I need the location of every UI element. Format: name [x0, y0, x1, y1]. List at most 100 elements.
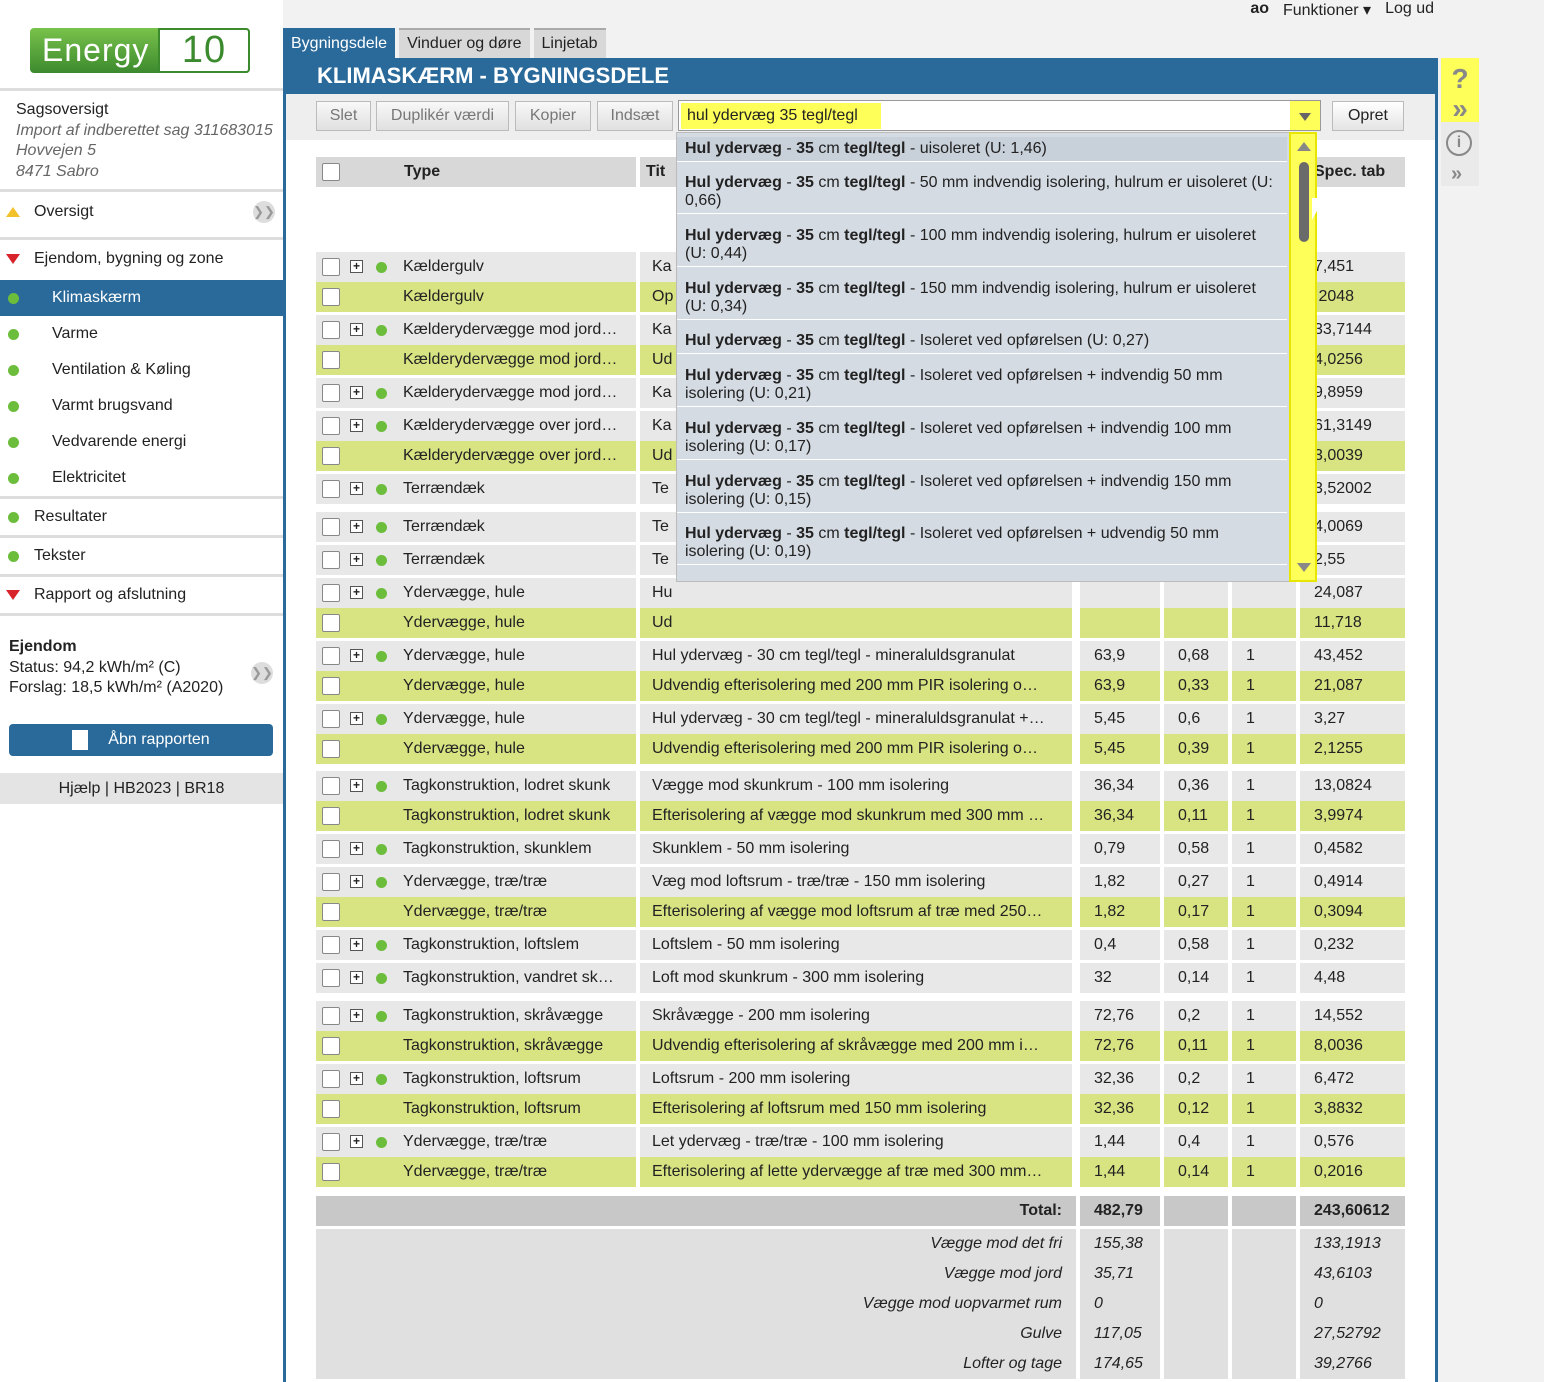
chevron-right-icon[interactable]: ❯❯: [253, 201, 275, 223]
row-checkbox[interactable]: [322, 480, 340, 498]
row-checkbox[interactable]: [322, 417, 340, 435]
table-row[interactable]: Ydervægge, hule Udvendig efterisolering m…: [316, 734, 1408, 764]
row-checkbox[interactable]: [322, 969, 340, 987]
dropdown-option[interactable]: Hul ydervæg - 35 cm tegl/tegl - 150 mm i…: [677, 277, 1287, 320]
dropdown-option[interactable]: Hul ydervæg - 35 cm tegl/tegl - 100 mm i…: [677, 224, 1287, 267]
copy-button[interactable]: Kopier: [515, 101, 591, 131]
row-checkbox[interactable]: [322, 1100, 340, 1118]
row-checkbox[interactable]: [322, 840, 340, 858]
chevron-right-icon[interactable]: »: [1451, 163, 1463, 185]
dropdown-option[interactable]: Hul ydervæg - 35 cm tegl/tegl - Isoleret…: [677, 417, 1287, 460]
expand-plus-icon[interactable]: +: [350, 586, 363, 599]
row-checkbox[interactable]: [322, 351, 340, 369]
functions-menu[interactable]: Funktioner ▾: [1282, 2, 1372, 19]
row-checkbox[interactable]: [322, 677, 340, 695]
case-info[interactable]: Sagsoversigt Import af indberettet sag 3…: [16, 100, 273, 182]
expand-plus-icon[interactable]: +: [350, 260, 363, 273]
select-all-checkbox[interactable]: [322, 163, 340, 181]
row-checkbox[interactable]: [322, 936, 340, 954]
row-checkbox[interactable]: [322, 518, 340, 536]
row-checkbox[interactable]: [322, 1070, 340, 1088]
row-checkbox[interactable]: [322, 807, 340, 825]
dropdown-option[interactable]: Hul ydervæg - 35 cm tegl/tegl - Isoleret…: [677, 522, 1287, 565]
expand-plus-icon[interactable]: +: [350, 419, 363, 432]
search-input[interactable]: hul ydervæg 35 tegl/tegl: [681, 103, 881, 129]
tab-windows-doors[interactable]: Vinduer og døre: [399, 28, 530, 58]
row-checkbox[interactable]: [322, 288, 340, 306]
create-button[interactable]: Opret: [1332, 101, 1404, 131]
table-row[interactable]: + Ydervægge, træ/træ Væg mod loftsrum - tr…: [316, 867, 1408, 897]
help-links[interactable]: Hjælp | HB2023 | BR18: [0, 773, 283, 804]
nav-hot-water[interactable]: Varmt brugsvand: [0, 388, 283, 424]
expand-plus-icon[interactable]: +: [350, 842, 363, 855]
expand-plus-icon[interactable]: +: [350, 520, 363, 533]
row-checkbox[interactable]: [322, 1163, 340, 1181]
expand-plus-icon[interactable]: +: [350, 779, 363, 792]
dropdown-option[interactable]: Hul ydervæg - 35 cm tegl/tegl - 50 mm in…: [677, 171, 1287, 214]
open-report-button[interactable]: Åbn rapporten: [9, 724, 273, 756]
expand-plus-icon[interactable]: +: [350, 938, 363, 951]
expand-plus-icon[interactable]: +: [350, 875, 363, 888]
expand-plus-icon[interactable]: +: [350, 482, 363, 495]
nav-climate-envelope[interactable]: Klimaskærm: [0, 280, 283, 316]
row-checkbox[interactable]: [322, 1007, 340, 1025]
dropdown-option[interactable]: Hul ydervæg - 35 cm tegl/tegl - Isoleret…: [677, 364, 1287, 407]
row-checkbox[interactable]: [322, 647, 340, 665]
nav-report[interactable]: Rapport og afslutning: [0, 577, 283, 613]
case-title[interactable]: Sagsoversigt: [16, 101, 109, 118]
table-row[interactable]: Ydervægge, træ/træ Efterisolering af lett…: [316, 1157, 1408, 1187]
expand-plus-icon[interactable]: +: [350, 323, 363, 336]
row-checkbox[interactable]: [322, 740, 340, 758]
table-row[interactable]: + Tagkonstruktion, lodret skunk Vægge mod …: [316, 771, 1408, 801]
scroll-thumb[interactable]: [1299, 162, 1309, 242]
tab-building-parts[interactable]: Bygningsdele: [283, 28, 396, 58]
table-row[interactable]: + Tagkonstruktion, skunklem Skunklem - 50 …: [316, 834, 1408, 864]
paste-button[interactable]: Indsæt: [597, 101, 673, 131]
nav-texts[interactable]: Tekster: [0, 538, 283, 574]
chevron-down-icon[interactable]: [1290, 101, 1320, 130]
row-checkbox[interactable]: [322, 447, 340, 465]
nav-property[interactable]: Ejendom, bygning og zone: [0, 241, 283, 277]
row-checkbox[interactable]: [322, 384, 340, 402]
table-row[interactable]: Tagkonstruktion, skråvægge Udvendig efter…: [316, 1031, 1408, 1061]
row-checkbox[interactable]: [322, 321, 340, 339]
info-icon[interactable]: i: [1446, 130, 1472, 156]
row-checkbox[interactable]: [322, 873, 340, 891]
nav-renewable[interactable]: Vedvarende energi: [0, 424, 283, 460]
tab-line-loss[interactable]: Linjetab: [533, 28, 606, 58]
table-row[interactable]: Ydervægge, hule Ud 11,718: [316, 608, 1408, 638]
duplicate-button[interactable]: Duplikér værdi: [376, 101, 509, 131]
construction-search-combobox[interactable]: hul ydervæg 35 tegl/tegl: [678, 100, 1321, 131]
chevron-right-icon[interactable]: ❯❯: [251, 662, 273, 684]
nav-heat[interactable]: Varme: [0, 316, 283, 352]
row-checkbox[interactable]: [322, 777, 340, 795]
dropdown-option[interactable]: Hul ydervæg - 35 cm tegl/tegl - uisolere…: [677, 137, 1287, 162]
nav-overview[interactable]: Oversigt ❯❯: [0, 194, 283, 230]
nav-results[interactable]: Resultater: [0, 499, 283, 535]
table-row[interactable]: Tagkonstruktion, lodret skunk Efterisoler…: [316, 801, 1408, 831]
table-row[interactable]: + Ydervægge, træ/træ Let ydervæg - træ/træ…: [316, 1127, 1408, 1157]
expand-plus-icon[interactable]: +: [350, 1135, 363, 1148]
table-row[interactable]: + Ydervægge, hule Hul ydervæg - 30 cm tegl…: [316, 641, 1408, 671]
row-checkbox[interactable]: [322, 1037, 340, 1055]
table-row[interactable]: + Tagkonstruktion, loftslem Loftslem - 50 …: [316, 930, 1408, 960]
dropdown-option[interactable]: Hul ydervæg - 35 cm tegl/tegl - Isoleret…: [677, 329, 1287, 354]
row-checkbox[interactable]: [322, 903, 340, 921]
help-question-icon[interactable]: ?»: [1441, 58, 1479, 124]
nav-electricity[interactable]: Elektricitet: [0, 460, 283, 496]
table-row[interactable]: + Ydervægge, hule Hul ydervæg - 30 cm tegl…: [316, 704, 1408, 734]
expand-plus-icon[interactable]: +: [350, 386, 363, 399]
table-row[interactable]: Ydervægge, træ/træ Efterisolering af vægg…: [316, 897, 1408, 927]
expand-plus-icon[interactable]: +: [350, 971, 363, 984]
row-checkbox[interactable]: [322, 584, 340, 602]
table-row[interactable]: + Tagkonstruktion, vandret sk… Loft mod sk…: [316, 963, 1408, 993]
row-checkbox[interactable]: [322, 551, 340, 569]
table-row[interactable]: + Ydervægge, hule Hu 24,087: [316, 578, 1408, 608]
nav-ventilation[interactable]: Ventilation & Køling: [0, 352, 283, 388]
dropdown-option[interactable]: Hul ydervæg - 35 cm tegl/tegl - Isoleret…: [677, 470, 1287, 513]
row-checkbox[interactable]: [322, 258, 340, 276]
row-checkbox[interactable]: [322, 710, 340, 728]
table-row[interactable]: + Tagkonstruktion, loftsrum Loftsrum - 200…: [316, 1064, 1408, 1094]
table-row[interactable]: + Tagkonstruktion, skråvægge Skråvægge - 2…: [316, 1001, 1408, 1031]
row-checkbox[interactable]: [322, 1133, 340, 1151]
